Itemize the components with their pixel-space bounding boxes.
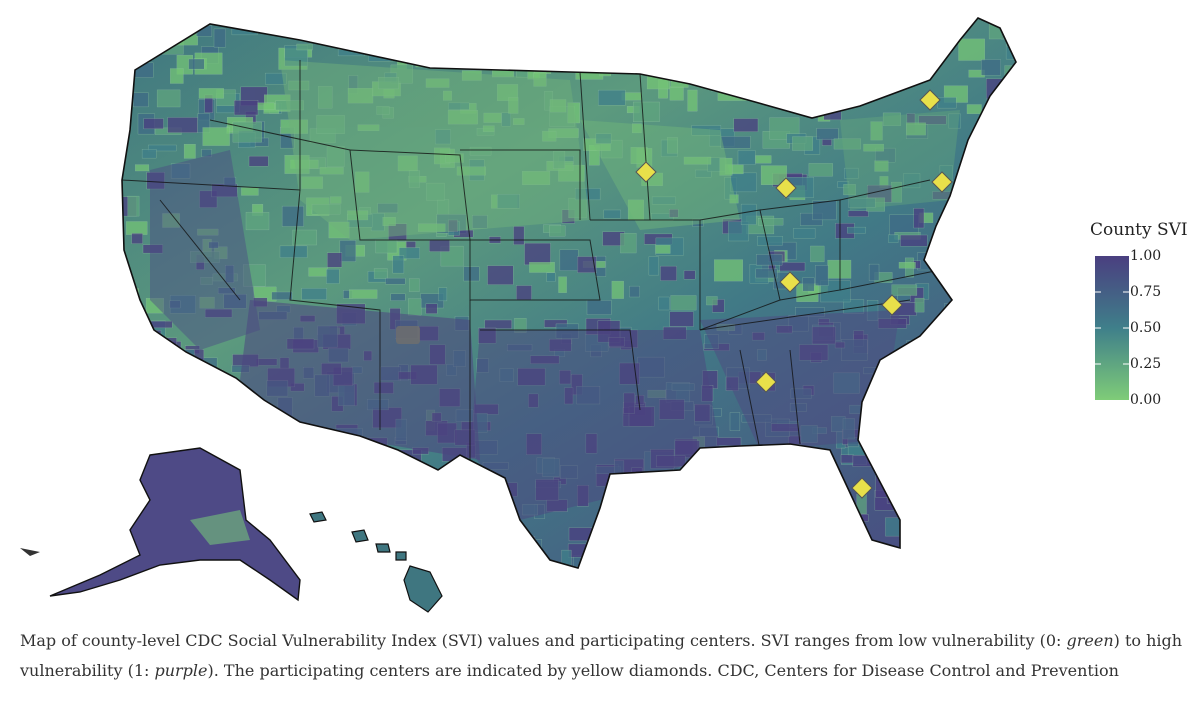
legend-tick-0-50: 0.50 bbox=[1130, 320, 1162, 336]
legend-tick-0-25: 0.25 bbox=[1130, 356, 1162, 372]
hawaii-region bbox=[309, 511, 443, 613]
caption-part-3: ). The participating centers are indicat… bbox=[207, 661, 1119, 680]
alaska-region bbox=[20, 447, 301, 602]
us-county-svi-map bbox=[20, 17, 1017, 613]
center-diamond-icon bbox=[851, 477, 873, 499]
center-diamond-icon bbox=[919, 89, 941, 111]
center-diamond-icon bbox=[775, 177, 797, 199]
legend-color-bar bbox=[1095, 256, 1129, 400]
no-data-county bbox=[396, 326, 420, 344]
contiguous-us-region bbox=[121, 17, 1017, 569]
center-diamond-icon bbox=[635, 161, 657, 183]
center-diamond-icon bbox=[881, 294, 903, 316]
state-borders bbox=[122, 60, 941, 460]
center-diamond-icon bbox=[779, 271, 801, 293]
figure-caption: Map of county-level CDC Social Vulnerabi… bbox=[20, 626, 1190, 686]
caption-part-2: ) to high vulnerability (1: bbox=[20, 631, 1183, 680]
legend-tick-1-00: 1.00 bbox=[1130, 248, 1162, 264]
legend-tick-0-00: 0.00 bbox=[1130, 392, 1162, 408]
center-diamond-icon bbox=[755, 371, 777, 393]
center-diamond-icon bbox=[931, 171, 953, 193]
legend: County SVI 1.00 0.75 0.50 0.25 0.00 bbox=[1088, 220, 1198, 408]
caption-purple-word: purple bbox=[154, 661, 208, 680]
caption-part-1: Map of county-level CDC Social Vulnerabi… bbox=[20, 631, 1067, 650]
participating-centers bbox=[635, 89, 953, 499]
legend-tick-0-75: 0.75 bbox=[1130, 284, 1162, 300]
caption-green-word: green bbox=[1066, 631, 1114, 650]
legend-title: County SVI bbox=[1090, 220, 1188, 240]
